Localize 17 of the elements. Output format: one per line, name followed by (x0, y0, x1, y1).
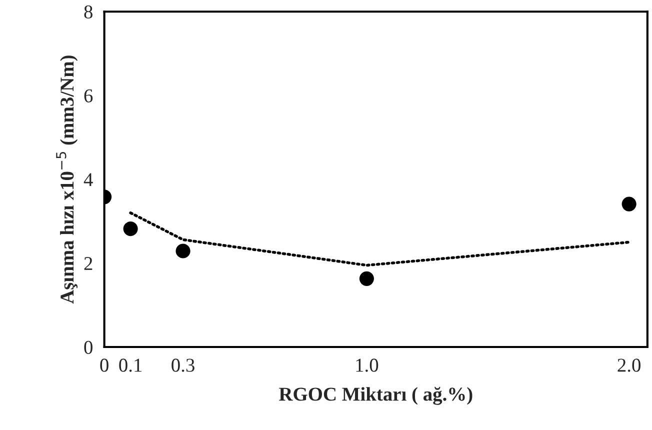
y-tick-label: 2 (84, 257, 92, 270)
y-tick-label: 4 (84, 173, 93, 186)
point (176, 244, 190, 258)
x-tick-label: 2.0 (618, 358, 640, 372)
x-tick-label: 0.1 (119, 358, 142, 372)
point (622, 196, 636, 212)
x-tick-label: 0.3 (172, 358, 194, 372)
x-tick-label: 0 (100, 358, 108, 372)
line-series (129, 211, 630, 267)
x-tick-label: 1.0 (356, 358, 378, 372)
y-tick-label: 0 (84, 340, 92, 354)
x-axis-title: RGOC Miktarı ( ağ.%) (279, 386, 472, 405)
y-tick-label: 6 (84, 89, 93, 102)
point (123, 222, 138, 236)
y-axis-title: Aşınma hızı x10$^{−5}$ (mm3/Nm) (56, 56, 78, 304)
y-tick-label: 8 (84, 5, 92, 19)
point (359, 271, 374, 286)
